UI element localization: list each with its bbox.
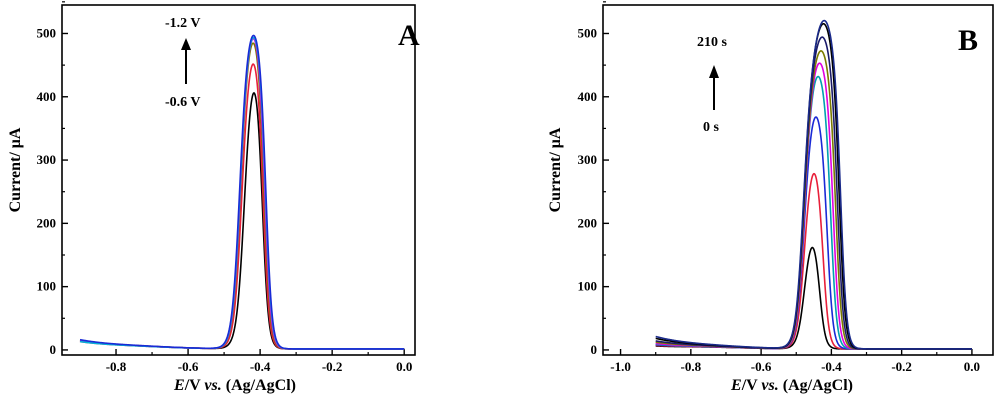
panel-b-x-tick-label: -0.6 <box>751 359 772 374</box>
panel-a-plot-area: -0.8 -0.6 -0.4 -0.2 0.0 0 100 200 300 400 500 <box>37 1 416 374</box>
panel-b-y-tick-label: 0 <box>591 342 598 357</box>
panel-a-y-tick-label: 500 <box>37 25 57 40</box>
panel-b-y-tick-label: 200 <box>578 215 598 230</box>
panel-b-plot-area: -1.0 -0.8 -0.6 -0.4 -0.2 0.0 0 100 200 300 400 500 <box>578 1 994 374</box>
panel-a: -0.8 -0.6 -0.4 -0.2 0.0 0 100 200 300 400 500 A -1… <box>7 1 420 394</box>
panel-a-arrow <box>181 38 191 84</box>
panel-a-x-axis-label: E/V vs. (Ag/AgCl) <box>173 377 296 394</box>
panel-a-y-axis-label: Current/ μA <box>7 127 24 212</box>
panel-b: -1.0 -0.8 -0.6 -0.4 -0.2 0.00100200300400500 … <box>547 1 994 394</box>
panel-a-x-tick-label: -0.8 <box>106 359 127 374</box>
panel-a-x-tick-label: 0.0 <box>396 359 412 374</box>
panel-b-x-tick-label: 0.0 <box>964 359 980 374</box>
panel-b-arrow <box>709 65 719 110</box>
panel-b-series-6-line <box>655 50 972 350</box>
panel-a-y-tick-label: 400 <box>37 89 57 104</box>
panel-b-letter: B <box>958 24 978 57</box>
panel-b-annotation-top: 210 s <box>697 35 728 50</box>
panel-a-letter: A <box>398 19 420 52</box>
panel-b-x-tick-label: -1.0 <box>610 359 631 374</box>
panel-a-y-tick-label: 100 <box>37 279 57 294</box>
panel-a-series-6-line <box>79 34 405 350</box>
panel-b-frame <box>602 4 994 356</box>
panel-b-y-tick-label: 300 <box>578 152 598 167</box>
panel-a-x-tick-label: -0.4 <box>250 359 271 374</box>
panel-b-x-tick-label: -0.2 <box>891 359 912 374</box>
panel-b-y-tick-label: 100 <box>578 279 598 294</box>
panel-a-annotation-top: -1.2 V <box>165 16 201 31</box>
panel-a-y-tick-label: 300 <box>37 152 57 167</box>
panel-b-y-tick-label: 400 <box>578 89 598 104</box>
panel-b-x-tick-label: -0.4 <box>821 359 842 374</box>
panel-b-x-tick-label: -0.8 <box>681 359 702 374</box>
panel-a-y-tick-label: 0 <box>50 342 57 357</box>
panel-b-annotation-bottom: 0 s <box>703 120 720 135</box>
panel-a-y-tick-label: 200 <box>37 215 57 230</box>
panel-b-series-9-line <box>655 19 972 350</box>
panel-b-series-5-line <box>655 62 972 350</box>
panel-b-series-1-line <box>655 246 972 350</box>
panel-a-annotation-bottom: -0.6 V <box>165 95 201 110</box>
panel-a-series-2-line <box>79 63 405 350</box>
panel-b-series-4-line <box>655 75 972 350</box>
panel-b-series-3-line <box>655 116 972 350</box>
panel-b-y-tick-label: 500 <box>578 25 598 40</box>
panel-a-x-tick-label: -0.6 <box>178 359 199 374</box>
panel-b-x-axis-label: E/V vs. (Ag/AgCl) <box>730 377 853 394</box>
panel-a-x-tick-label: -0.2 <box>322 359 343 374</box>
panel-a-frame <box>61 4 416 356</box>
panel-b-series-2-line <box>655 172 972 350</box>
panel-b-y-axis-label: Current/ μA <box>547 127 564 212</box>
